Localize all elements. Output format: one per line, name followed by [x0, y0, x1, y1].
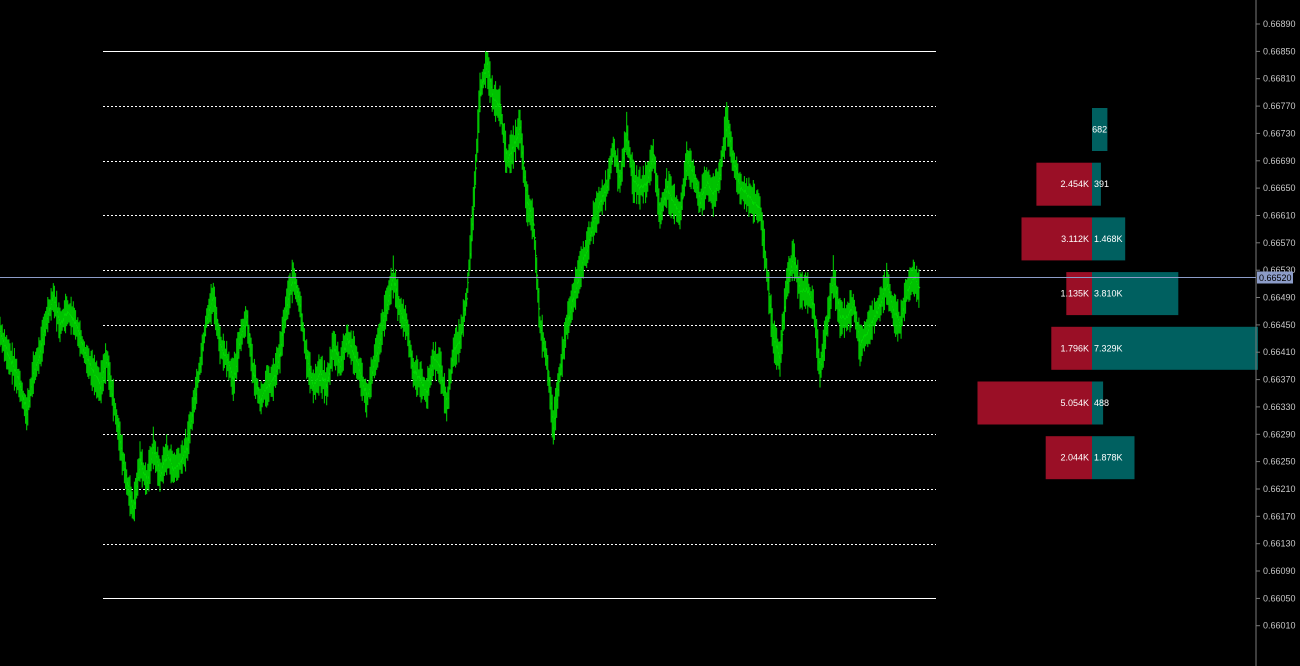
axis-tick-label: 0.66010	[1263, 621, 1296, 631]
axis-tick-label: 0.66330	[1263, 402, 1296, 412]
buy-volume-bar	[1092, 272, 1179, 316]
axis-tick-label: 0.66810	[1263, 74, 1296, 84]
axis-tick-label: 0.66090	[1263, 566, 1296, 576]
sell-volume-label: 3.112K	[1061, 234, 1089, 244]
sell-volume-label: 5.054K	[1060, 398, 1089, 408]
buy-volume-bar	[1092, 108, 1108, 151]
axis-tick-label: 0.66410	[1263, 347, 1296, 357]
current-price-label: 0.66520	[1259, 273, 1292, 283]
axis-tick-label: 0.66130	[1263, 539, 1296, 549]
range-levels	[103, 51, 936, 599]
current-price-badge	[1257, 271, 1293, 284]
price-axis[interactable]: 0.66890 0.66850 0.66810 0.66770 0.66730 0.666…	[1256, 19, 1296, 631]
axis-tick-label: 0.66690	[1263, 156, 1296, 166]
sell-volume-label: 2.454K	[1060, 179, 1089, 189]
buy-volume-label: 3.810K	[1094, 289, 1123, 299]
axis-tick-label: 0.66370	[1263, 375, 1296, 385]
buy-volume-bar	[1092, 326, 1258, 370]
volume-profile: 682 2.454K 391 3.112K 1.468K 1.135K 3.810K 1.79…	[977, 108, 1258, 480]
buy-volume-bar	[1092, 436, 1135, 480]
buy-volume-bar	[1092, 381, 1104, 425]
buy-volume-label: 391	[1094, 179, 1109, 189]
axis-tick-label: 0.66170	[1263, 511, 1296, 521]
buy-volume-bar	[1092, 217, 1126, 261]
axis-tick-label: 0.66850	[1263, 46, 1296, 56]
axis-tick-label: 0.66530	[1263, 265, 1296, 275]
axis-tick-label: 0.66770	[1263, 101, 1296, 111]
sell-volume-bar	[1066, 272, 1092, 316]
axis-tick-label: 0.66250	[1263, 457, 1296, 467]
sell-volume-label: 1.135K	[1060, 289, 1089, 299]
axis-tick-label: 0.66650	[1263, 183, 1296, 193]
sell-volume-label: 1.796K	[1060, 343, 1089, 353]
axis-tick-label: 0.66290	[1263, 429, 1296, 439]
buy-volume-label: 488	[1094, 398, 1109, 408]
buy-volume-label: 1.468K	[1094, 234, 1123, 244]
sell-volume-bar	[1045, 436, 1092, 480]
current-price-marker: 0.66520	[0, 271, 1293, 284]
axis-tick-label: 0.66450	[1263, 320, 1296, 330]
buy-volume-label: 7.329K	[1094, 343, 1123, 353]
price-line	[0, 51, 921, 522]
axis-tick-label: 0.66210	[1263, 484, 1296, 494]
buy-volume-label: 1.878K	[1094, 453, 1123, 463]
axis-tick-label: 0.66610	[1263, 211, 1296, 221]
sell-volume-bar	[1036, 162, 1092, 206]
sell-volume-bar	[1051, 326, 1092, 370]
axis-tick-label: 0.66490	[1263, 293, 1296, 303]
axis-tick-label: 0.66570	[1263, 238, 1296, 248]
price-series	[0, 51, 921, 522]
buy-volume-label: 682	[1092, 125, 1107, 135]
axis-tick-label: 0.66890	[1263, 19, 1296, 29]
sell-volume-bar	[977, 381, 1092, 425]
axis-tick-label: 0.66730	[1263, 128, 1296, 138]
axis-tick-label: 0.66050	[1263, 593, 1296, 603]
sell-volume-bar	[1021, 217, 1092, 261]
sell-volume-label: 2.044K	[1060, 453, 1089, 463]
buy-volume-bar	[1092, 162, 1101, 206]
